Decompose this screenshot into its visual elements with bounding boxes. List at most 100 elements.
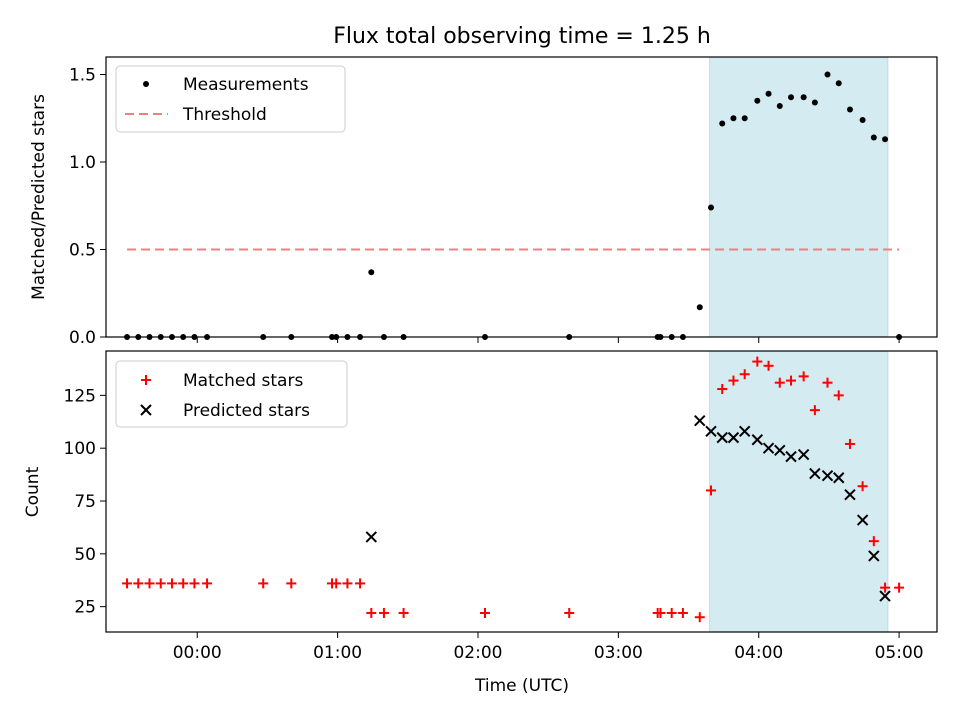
matched-star-point bbox=[258, 578, 269, 589]
predicted-star-point bbox=[751, 434, 764, 446]
top-y-tick-label: 0.0 bbox=[69, 328, 96, 348]
legend-predicted-marker bbox=[140, 404, 152, 416]
measurement-point bbox=[368, 269, 375, 276]
matched-star-point bbox=[355, 578, 366, 589]
bottom-y-tick-label: 75 bbox=[74, 492, 96, 512]
predicted-star-point bbox=[716, 431, 728, 444]
bottom-y-tick-label: 25 bbox=[74, 598, 96, 618]
measurement-point bbox=[811, 99, 818, 106]
matched-star-point bbox=[880, 582, 891, 593]
measurement-point bbox=[846, 106, 853, 113]
matched-star-point bbox=[564, 607, 575, 618]
matched-star-point bbox=[786, 375, 797, 386]
matched-star-point bbox=[774, 377, 785, 388]
x-tick-label: 04:00 bbox=[734, 643, 783, 663]
matched-star-point bbox=[342, 578, 353, 589]
top-legend-box bbox=[115, 65, 346, 133]
legend-measurements-marker bbox=[143, 81, 149, 87]
x-tick-label: 00:00 bbox=[173, 643, 222, 663]
top-y-tick-label: 1.5 bbox=[69, 66, 96, 86]
matched-star-point bbox=[331, 578, 342, 589]
top-y-tick-label: 1.0 bbox=[69, 153, 96, 173]
predicted-star-point bbox=[879, 590, 891, 602]
measurement-point bbox=[741, 115, 748, 122]
matched-star-point bbox=[868, 536, 879, 547]
matched-star-point bbox=[822, 377, 833, 388]
bottom-highlight-span bbox=[709, 350, 889, 633]
matched-star-point bbox=[809, 405, 820, 416]
legend-predicted-label: Predicted stars bbox=[183, 401, 310, 421]
matched-star-point bbox=[844, 438, 855, 449]
bottom-legend-box bbox=[115, 360, 348, 428]
matched-star-point bbox=[717, 384, 728, 395]
matched-star-point bbox=[894, 582, 905, 593]
bottom-plot-frame bbox=[105, 350, 938, 633]
legend-matched-label: Matched stars bbox=[183, 371, 303, 391]
measurement-point bbox=[696, 304, 703, 311]
matched-star-point bbox=[398, 607, 409, 618]
measurement-point bbox=[719, 120, 726, 127]
matched-star-point bbox=[378, 607, 389, 618]
legend-matched-marker bbox=[141, 375, 151, 385]
matched-star-point bbox=[166, 578, 177, 589]
predicted-star-point bbox=[727, 431, 740, 444]
matched-star-point bbox=[366, 607, 377, 618]
bottom-y-axis-label: Count bbox=[23, 466, 43, 517]
matched-star-point bbox=[189, 578, 200, 589]
predicted-star-point bbox=[868, 550, 880, 562]
bottom-y-tick-label: 125 bbox=[64, 386, 96, 406]
top-legend: Measurements Threshold bbox=[115, 65, 346, 133]
predicted-star-point bbox=[705, 425, 717, 437]
predicted-star-point bbox=[797, 448, 810, 461]
matched-star-point bbox=[706, 485, 717, 496]
measurement-point bbox=[730, 115, 737, 122]
predicted-star-point bbox=[844, 488, 856, 501]
matched-star-point bbox=[833, 390, 844, 401]
matched-star-point bbox=[694, 612, 705, 623]
measurement-point bbox=[824, 71, 831, 78]
x-tick-label: 02:00 bbox=[453, 643, 502, 663]
predicted-star-point bbox=[833, 472, 845, 484]
matched-star-point bbox=[739, 369, 750, 380]
measurement-point bbox=[800, 94, 807, 101]
predicted-star-point bbox=[694, 415, 706, 427]
matched-star-point bbox=[122, 578, 133, 589]
matched-star-point bbox=[155, 578, 166, 589]
x-tick-label: 01:00 bbox=[313, 643, 362, 663]
top-y-axis-label: Matched/Predicted stars bbox=[29, 94, 49, 300]
bottom-y-tick-label: 100 bbox=[64, 439, 96, 459]
measurement-point bbox=[870, 134, 877, 141]
measurement-point bbox=[788, 94, 795, 101]
matched-star-point bbox=[677, 607, 688, 618]
x-axis-label: Time (UTC) bbox=[474, 676, 569, 696]
x-tick-label: 03:00 bbox=[594, 643, 643, 663]
matched-star-point bbox=[666, 607, 677, 618]
measurement-point bbox=[859, 117, 866, 123]
predicted-star-point bbox=[762, 442, 775, 454]
top-y-tick-label: 0.5 bbox=[69, 241, 96, 261]
predicted-star-point bbox=[856, 514, 869, 526]
matched-star-point bbox=[144, 578, 155, 589]
legend-threshold-label: Threshold bbox=[182, 105, 267, 125]
measurement-point bbox=[835, 80, 842, 87]
matched-star-point bbox=[480, 607, 491, 618]
bottom-y-tick-label: 50 bbox=[74, 545, 96, 565]
matched-star-point bbox=[133, 578, 144, 589]
matched-star-point bbox=[728, 375, 739, 386]
predicted-star-point bbox=[774, 444, 786, 457]
chart-title: Flux total observing time = 1.25 h bbox=[333, 24, 711, 49]
predicted-star-point bbox=[738, 425, 751, 437]
measurement-point bbox=[776, 103, 783, 109]
matched-star-point bbox=[286, 578, 297, 589]
matched-star-point bbox=[752, 356, 763, 367]
measurement-point bbox=[754, 97, 761, 104]
matched-star-point bbox=[202, 578, 213, 589]
bottom-legend: Matched stars Predicted stars bbox=[115, 360, 348, 428]
matched-star-point bbox=[763, 360, 774, 371]
predicted-star-point bbox=[809, 467, 821, 480]
legend-measurements-label: Measurements bbox=[183, 75, 309, 95]
matched-star-point bbox=[655, 607, 666, 618]
x-tick-label: 05:00 bbox=[875, 643, 924, 663]
top-plot-frame bbox=[105, 56, 938, 338]
